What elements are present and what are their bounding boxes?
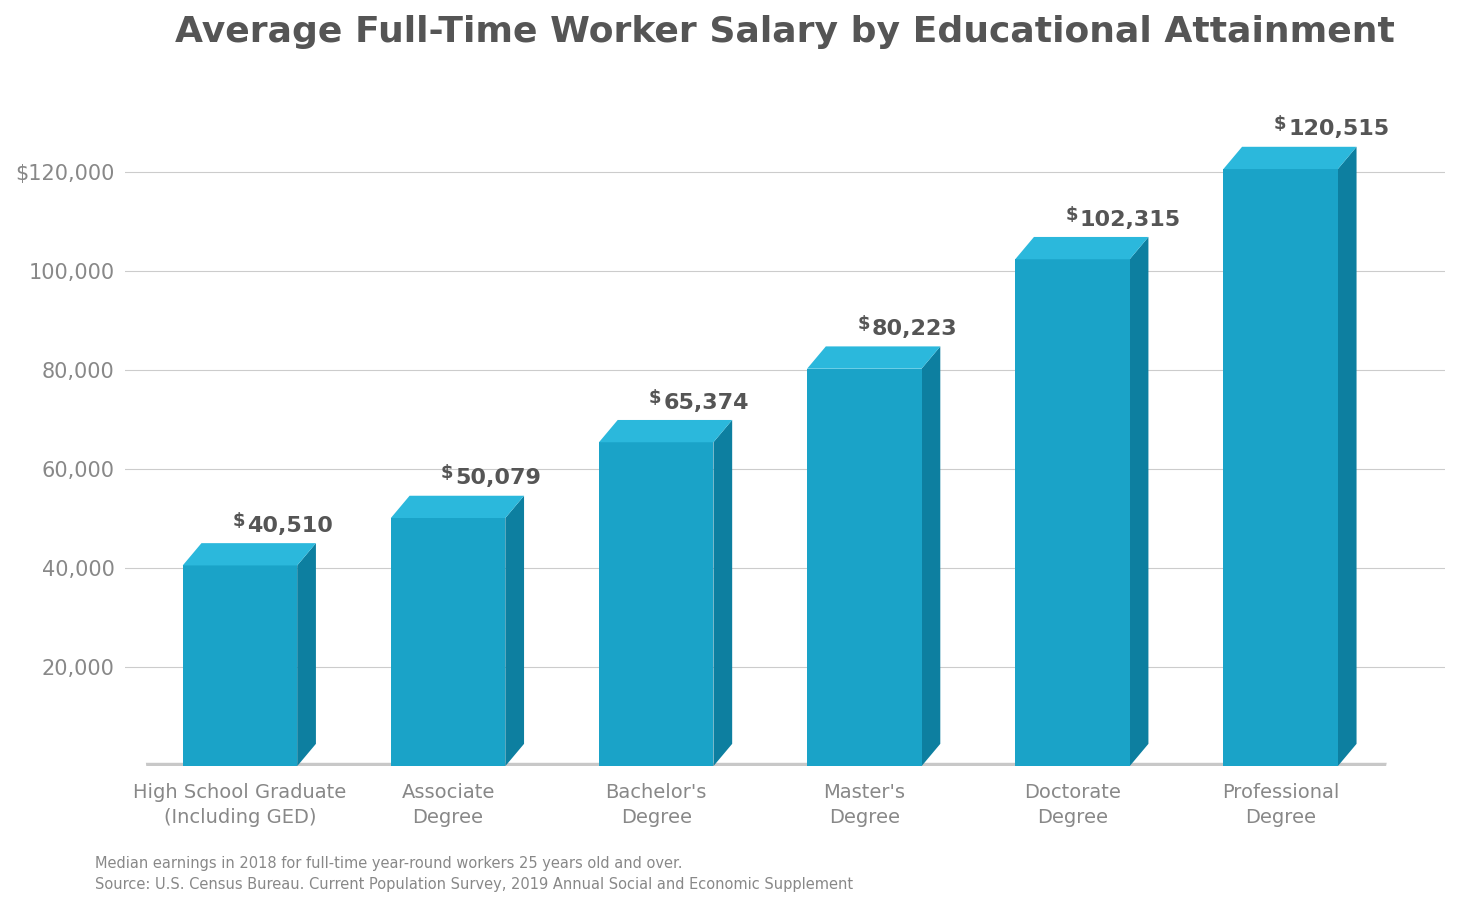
Polygon shape: [298, 544, 315, 766]
Polygon shape: [1223, 169, 1337, 766]
Polygon shape: [182, 565, 298, 766]
Text: $: $: [441, 465, 454, 482]
Polygon shape: [182, 544, 315, 565]
Text: 40,510: 40,510: [247, 516, 333, 535]
Text: $: $: [650, 389, 661, 406]
Polygon shape: [1223, 146, 1356, 169]
Text: 65,374: 65,374: [664, 393, 749, 413]
Polygon shape: [505, 496, 524, 766]
Polygon shape: [807, 347, 940, 369]
Text: $: $: [1273, 115, 1286, 134]
Polygon shape: [1130, 237, 1149, 766]
Polygon shape: [599, 442, 714, 766]
Polygon shape: [921, 347, 940, 766]
Polygon shape: [807, 369, 921, 766]
Polygon shape: [1015, 237, 1149, 259]
Text: 120,515: 120,515: [1288, 119, 1390, 139]
Text: Median earnings in 2018 for full-time year-round workers 25 years old and over.
: Median earnings in 2018 for full-time ye…: [95, 856, 853, 892]
Text: 102,315: 102,315: [1080, 210, 1181, 230]
Text: $: $: [857, 315, 870, 333]
Polygon shape: [391, 518, 505, 766]
Polygon shape: [599, 420, 731, 442]
Title: Average Full-Time Worker Salary by Educational Attainment: Average Full-Time Worker Salary by Educa…: [175, 15, 1396, 49]
Text: 50,079: 50,079: [456, 468, 542, 489]
Polygon shape: [391, 496, 524, 518]
Text: $: $: [232, 511, 245, 530]
Polygon shape: [1015, 259, 1130, 766]
Polygon shape: [1337, 146, 1356, 766]
Polygon shape: [146, 763, 1387, 811]
Text: $: $: [1066, 206, 1077, 223]
Text: 80,223: 80,223: [872, 319, 958, 339]
Polygon shape: [714, 420, 731, 766]
